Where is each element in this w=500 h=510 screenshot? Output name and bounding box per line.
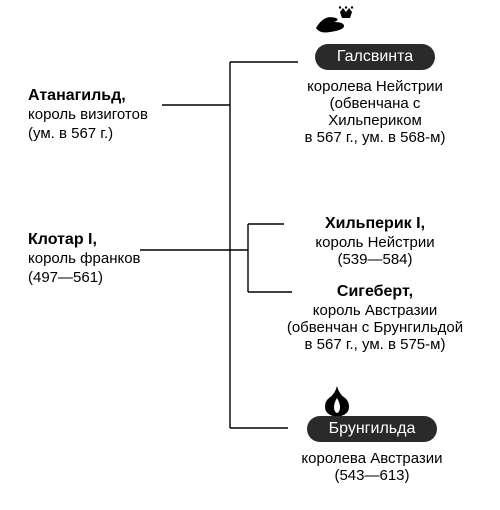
- person-galswintha: Галсвинта королева Нейстрии (обвенчана с…: [270, 44, 480, 146]
- chlothar-title: король франков: [28, 250, 198, 269]
- galswintha-pill: Галсвинта: [315, 44, 435, 70]
- chlothar-name: Клотар I,: [28, 230, 198, 250]
- person-chlothar: Клотар I, король франков (497—561): [28, 230, 198, 288]
- person-brunhilda: Брунгильда королева Австразии (543—613): [262, 416, 482, 484]
- athanagild-dates: (ум. в 567 г.): [28, 125, 198, 144]
- sigebert-sub3: в 567 г., ум. в 575-м): [258, 336, 492, 353]
- person-athanagild: Атанагильд, король визиготов (ум. в 567 …: [28, 86, 198, 144]
- chilperic-name: Хильперик I,: [270, 214, 480, 234]
- galswintha-sub3: Хильпериком: [270, 112, 480, 129]
- person-chilperic: Хильперик I, король Нейстрии (539—584): [270, 214, 480, 268]
- brunhilda-sub2: (543—613): [262, 467, 482, 484]
- chilperic-sub2: (539—584): [270, 251, 480, 268]
- flame-icon: [322, 384, 352, 418]
- chilperic-sub1: король Нейстрии: [270, 234, 480, 251]
- athanagild-title: король визиготов: [28, 106, 198, 125]
- galswintha-sub4: в 567 г., ум. в 568-м): [270, 129, 480, 146]
- brunhilda-sub1: королева Австразии: [262, 450, 482, 467]
- person-sigebert: Сигеберт, король Австразии (обвенчан с Б…: [258, 282, 492, 353]
- brunhilda-pill: Брунгильда: [307, 416, 438, 442]
- sigebert-sub2: (обвенчан с Брунгильдой: [258, 319, 492, 336]
- athanagild-name: Атанагильд,: [28, 86, 198, 106]
- sigebert-sub1: король Австразии: [258, 302, 492, 319]
- galswintha-sub1: королева Нейстрии: [270, 78, 480, 95]
- chlothar-dates: (497—561): [28, 269, 198, 288]
- galswintha-sub2: (обвенчана с: [270, 95, 480, 112]
- crown-hand-icon: [310, 6, 360, 36]
- sigebert-name: Сигеберт,: [258, 282, 492, 302]
